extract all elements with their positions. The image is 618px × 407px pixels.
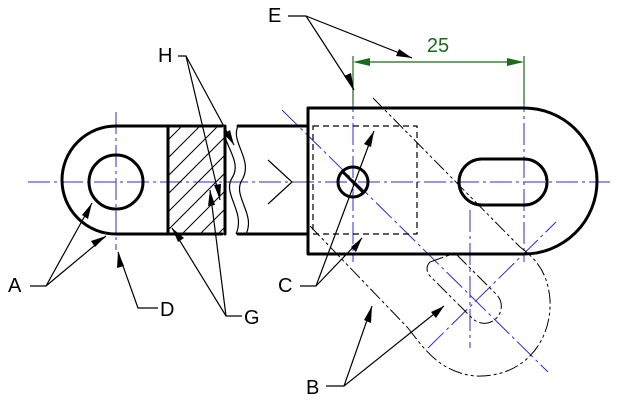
leader-c-1 <box>300 130 375 287</box>
left-link <box>60 124 310 236</box>
label-a: A <box>8 275 22 297</box>
dimension-25: 25 <box>352 35 525 104</box>
phantom-slot <box>426 252 502 324</box>
leader-arrowheads <box>82 49 444 323</box>
leader-h-2 <box>185 55 235 146</box>
dimension-value: 25 <box>427 35 449 57</box>
pin-circle <box>336 165 370 199</box>
label-d: D <box>160 299 174 321</box>
left-hole <box>87 153 145 211</box>
section-hatching <box>168 126 225 234</box>
shank-chamfer-lines <box>267 159 293 205</box>
center-lines <box>28 90 610 373</box>
callout-labels: E H A D G C B <box>8 5 319 399</box>
leader-b-1 <box>326 305 373 387</box>
dimension-arrow-left <box>353 58 370 66</box>
label-e: E <box>268 5 281 27</box>
rotated-centerline-cross <box>427 221 557 349</box>
phantom-edge-lower <box>309 225 409 329</box>
leader-e-2 <box>305 15 413 59</box>
break-line-right <box>235 125 249 235</box>
break-line-left <box>223 125 239 235</box>
leader-e-1 <box>288 15 355 91</box>
leader-d <box>117 251 158 309</box>
phantom-edge-upper <box>372 97 521 248</box>
right-link-outline <box>306 106 599 256</box>
right-slot <box>457 157 549 207</box>
pin-slash <box>341 170 365 194</box>
leader-lines <box>30 15 445 387</box>
right-link <box>306 106 599 256</box>
label-b: B <box>306 377 319 399</box>
dimension-arrow-right <box>507 58 524 66</box>
leader-g-2 <box>209 189 227 317</box>
label-c: C <box>278 275 292 297</box>
leader-g-1 <box>171 227 242 317</box>
label-h: H <box>158 45 172 67</box>
rotated-phantom-link <box>309 97 551 377</box>
leader-b-2 <box>343 305 445 387</box>
hidden-pin-block <box>312 125 418 235</box>
rotated-centerline-long <box>281 109 549 373</box>
phantom-arc <box>407 246 551 377</box>
label-g: G <box>244 307 260 329</box>
